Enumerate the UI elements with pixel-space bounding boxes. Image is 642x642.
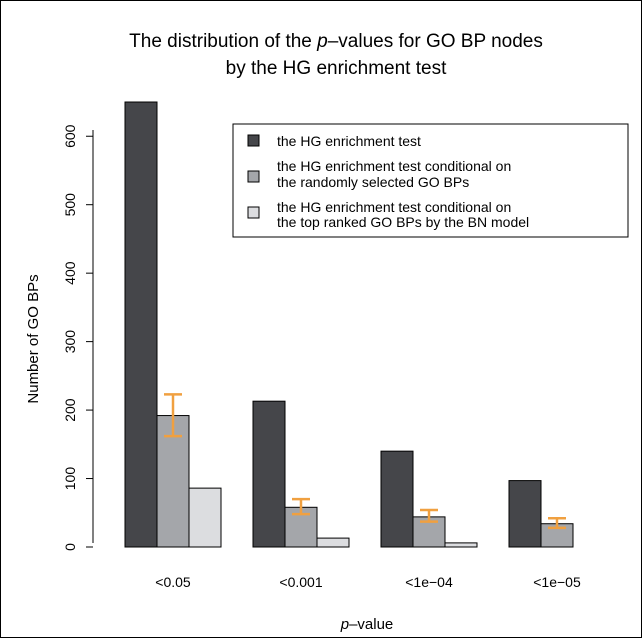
bar-series-1-2	[252, 400, 286, 548]
legend-label-1: the HG enrichment test	[277, 133, 421, 149]
legend-swatch-1	[247, 134, 260, 147]
y-tick-label: 500	[62, 193, 78, 217]
bars	[124, 101, 574, 548]
chart-title-line1: The distribution of the p–values for GO …	[129, 31, 543, 52]
x-tick-label-1: <0.05	[155, 574, 191, 590]
bar-series-1-1	[124, 101, 158, 548]
y-axis-title: Number of GO BPs	[25, 274, 42, 403]
y-tick-label: 300	[62, 330, 78, 354]
bar-series-3-2	[316, 537, 350, 548]
x-tick-labels: <0.05 <0.001 <1e−04 <1e−05	[155, 574, 581, 590]
y-tick-label: 0	[62, 543, 78, 551]
legend-swatch-2	[247, 170, 260, 183]
legend: the HG enrichment test the HG enrichment…	[232, 123, 629, 238]
bar-series-1-3	[380, 450, 414, 548]
legend-label-3-line1: the HG enrichment test conditional on	[277, 199, 511, 215]
y-tick-label: 100	[62, 467, 78, 491]
legend-label-3-line2: the top ranked GO BPs by the BN model	[277, 214, 529, 230]
legend-swatch-3	[247, 206, 260, 219]
bar-series-3-3	[444, 542, 478, 548]
y-tick-label: 400	[62, 261, 78, 285]
bar-series-1-4	[508, 480, 542, 548]
x-tick-label-2: <0.001	[279, 574, 322, 590]
y-tick-label: 600	[62, 124, 78, 148]
bar-series-2-1	[156, 415, 190, 548]
x-axis-title: p–value	[340, 616, 394, 633]
legend-label-2-line2: the randomly selected GO BPs	[277, 174, 469, 190]
legend-label-2-line1: the HG enrichment test conditional on	[277, 158, 511, 174]
chart-title-line2: by the HG enrichment test	[226, 58, 447, 79]
y-ticks: 0 100 200 300 400 500 600	[62, 124, 93, 551]
x-tick-label-3: <1e−04	[405, 574, 453, 590]
bar-series-3-1	[188, 487, 222, 548]
error-bars	[164, 393, 566, 530]
x-tick-label-4: <1e−05	[533, 574, 581, 590]
legend-box	[232, 123, 629, 238]
y-tick-label: 200	[62, 398, 78, 422]
